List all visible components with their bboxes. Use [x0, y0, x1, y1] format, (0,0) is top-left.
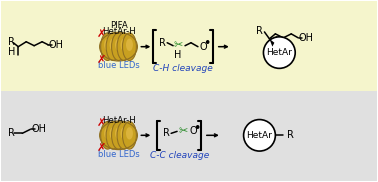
Ellipse shape — [101, 122, 115, 149]
Text: C-C cleavage: C-C cleavage — [150, 151, 210, 159]
Text: R: R — [159, 38, 166, 48]
Text: O: O — [199, 42, 207, 52]
Text: HetAr-H: HetAr-H — [102, 27, 135, 36]
Text: R: R — [256, 26, 263, 36]
Text: blue LEDs: blue LEDs — [98, 61, 139, 70]
Text: ✗: ✗ — [97, 143, 106, 153]
Ellipse shape — [112, 122, 125, 149]
Text: OH: OH — [32, 124, 46, 134]
Text: C-H cleavage: C-H cleavage — [153, 64, 213, 73]
Text: HetAr: HetAr — [266, 48, 292, 57]
Ellipse shape — [115, 39, 122, 51]
Text: R: R — [163, 128, 170, 138]
Bar — [2, 91, 376, 181]
Text: ✗: ✗ — [97, 54, 106, 64]
Bar — [2, 1, 376, 91]
Text: HetAr-H: HetAr-H — [102, 116, 135, 125]
Text: R: R — [8, 128, 15, 138]
Text: HetAr: HetAr — [246, 131, 273, 140]
Text: O: O — [189, 126, 197, 136]
Ellipse shape — [117, 33, 131, 60]
Text: blue LEDs: blue LEDs — [98, 150, 139, 159]
Ellipse shape — [121, 127, 127, 140]
Ellipse shape — [101, 33, 115, 60]
Text: •: • — [193, 122, 201, 135]
Text: ✂: ✂ — [178, 126, 188, 136]
Ellipse shape — [126, 39, 133, 51]
Ellipse shape — [104, 39, 111, 51]
Text: ✂: ✂ — [174, 41, 183, 51]
Text: OH: OH — [48, 40, 64, 50]
Text: H: H — [174, 50, 182, 60]
Ellipse shape — [122, 33, 136, 60]
Ellipse shape — [122, 122, 136, 149]
Circle shape — [243, 120, 275, 151]
Text: R: R — [8, 37, 15, 47]
Ellipse shape — [115, 127, 122, 140]
Ellipse shape — [126, 127, 133, 140]
Ellipse shape — [104, 127, 111, 140]
Text: OH: OH — [299, 33, 314, 43]
Ellipse shape — [121, 39, 127, 51]
Text: •: • — [203, 37, 211, 50]
Text: ✗: ✗ — [97, 118, 106, 128]
Ellipse shape — [106, 33, 120, 60]
Text: ✗: ✗ — [97, 29, 106, 39]
Ellipse shape — [117, 122, 131, 149]
Ellipse shape — [106, 122, 120, 149]
Ellipse shape — [110, 39, 116, 51]
Ellipse shape — [110, 127, 116, 140]
Text: PIFA: PIFA — [110, 21, 127, 29]
Text: R: R — [287, 130, 294, 140]
Circle shape — [263, 37, 295, 68]
Polygon shape — [270, 39, 274, 47]
Ellipse shape — [112, 33, 125, 60]
Text: H: H — [8, 47, 15, 57]
